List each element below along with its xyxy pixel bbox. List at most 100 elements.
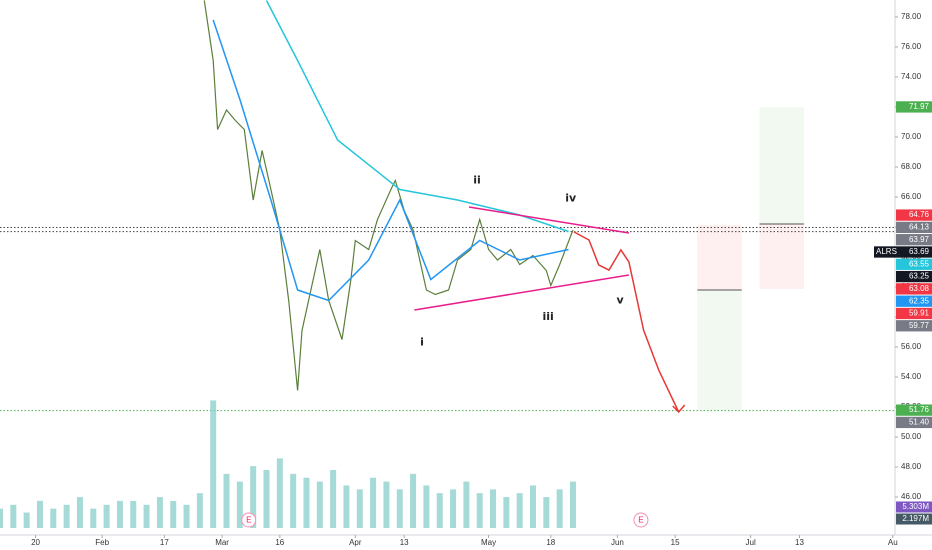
price-label: 62.35 (909, 296, 930, 305)
x-tick-label: Jul (746, 538, 756, 547)
x-tick-label: 20 (31, 538, 40, 547)
earnings-label: E (638, 516, 643, 525)
price-line (203, 0, 574, 391)
volume-bar (210, 400, 217, 528)
price-label-box (896, 307, 932, 320)
y-tick-label: 66.00 (901, 192, 922, 201)
volume-bar (503, 497, 510, 528)
price-label: 59.77 (909, 321, 930, 330)
x-tick-label: 17 (160, 538, 169, 547)
price-label: 64.13 (909, 222, 930, 231)
x-tick-label: 18 (546, 538, 555, 547)
wave-label: i (420, 336, 424, 349)
price-label: 59.91 (909, 309, 930, 318)
price-label: 63.69 (909, 247, 930, 256)
volume-bar (569, 481, 576, 528)
reward-zone (697, 290, 742, 411)
volume-bar (116, 500, 123, 528)
price-label: 64.76 (909, 210, 930, 219)
x-tick-label: Au (888, 538, 898, 547)
risk-zone (759, 223, 804, 289)
price-label: 51.76 (909, 405, 930, 414)
volume-bar (63, 504, 70, 528)
price-label-box (896, 221, 932, 234)
volume-bar (183, 504, 190, 528)
y-tick-label: 74.00 (901, 72, 922, 81)
y-tick-label: 78.00 (901, 12, 922, 21)
wave-label: ii (473, 173, 481, 186)
volume-bar (263, 470, 270, 528)
volume-bar (130, 500, 137, 528)
volume-bar (383, 481, 390, 528)
price-label-name: ALRS (876, 247, 897, 256)
volume-label: 5.303M (902, 502, 929, 511)
volume-bar (316, 481, 323, 528)
earnings-marker (241, 512, 257, 528)
volume-bar (10, 504, 17, 528)
moving-average (212, 19, 569, 302)
volume-bar (370, 477, 377, 528)
projection-path (573, 231, 680, 413)
volume-bar (0, 508, 3, 528)
earnings-marker (633, 512, 649, 528)
risk-zone (697, 225, 742, 291)
y-tick-label: 56.00 (901, 342, 922, 351)
volume-bar (410, 473, 417, 528)
volume-bar (303, 477, 310, 528)
x-tick-label: Feb (95, 538, 109, 547)
x-tick-label: 13 (795, 538, 804, 547)
x-tick-label: 13 (400, 538, 409, 547)
volume-bar (516, 493, 523, 528)
volume-bar (356, 489, 363, 528)
price-label: 51.40 (909, 418, 930, 427)
volume-label-box (896, 513, 932, 525)
volume-bar (290, 473, 297, 528)
wave-label: v (616, 294, 624, 307)
price-label: 63.97 (909, 235, 930, 244)
earnings-label: E (246, 516, 251, 525)
volume-bar (330, 470, 337, 528)
x-tick-label: Jun (611, 538, 624, 547)
x-tick-label: Mar (215, 538, 229, 547)
x-tick-label: Apr (349, 538, 362, 547)
price-label-box (896, 320, 932, 332)
volume-bar (223, 473, 230, 528)
volume-bar (530, 485, 537, 528)
volume-bar (556, 489, 563, 528)
y-tick-label: 48.00 (901, 462, 922, 471)
wave-label: iii (542, 310, 553, 323)
x-tick-label: 16 (275, 538, 284, 547)
volume-bar (196, 493, 203, 528)
volume-bar (396, 489, 403, 528)
volume-label-box (896, 501, 932, 513)
price-label-box (896, 270, 932, 283)
y-tick-label: 54.00 (901, 372, 922, 381)
wave-label: iv (565, 191, 577, 204)
volume-bar (476, 493, 483, 528)
volume-bar (170, 500, 177, 528)
y-tick-label: 68.00 (901, 162, 922, 171)
volume-bar (156, 497, 163, 528)
price-label-box (896, 416, 932, 429)
volume-bar (36, 500, 43, 528)
y-tick-label: 50.00 (901, 432, 922, 441)
y-tick-label: 46.00 (901, 492, 922, 501)
volume-bar (543, 497, 550, 528)
price-label: 63.25 (909, 272, 930, 281)
volume-bar (463, 481, 470, 528)
moving-average (265, 0, 569, 233)
volume-bar (450, 489, 457, 528)
trendline (414, 274, 630, 311)
volume-bar (423, 485, 430, 528)
price-label-box (896, 258, 932, 270)
volume-bar (236, 481, 243, 528)
price-label: 63.08 (909, 284, 930, 293)
volume-bar (90, 508, 97, 528)
price-label-box (896, 101, 932, 113)
volume-bar (103, 504, 110, 528)
volume-bar (343, 485, 350, 528)
x-tick-label: 15 (671, 538, 680, 547)
price-label: 63.55 (909, 259, 930, 268)
